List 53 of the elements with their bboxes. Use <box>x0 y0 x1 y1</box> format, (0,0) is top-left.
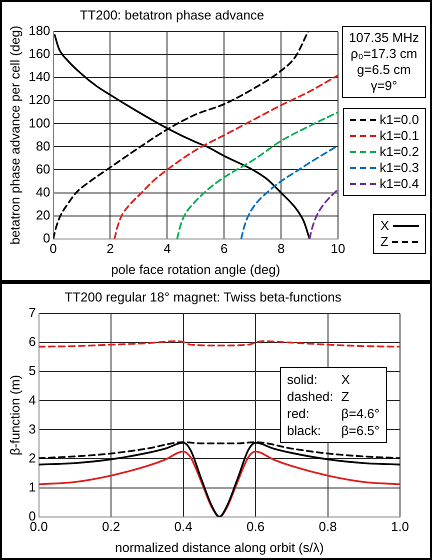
text: X <box>380 218 389 234</box>
y-tick-label: 60 <box>36 161 50 176</box>
text: 107.35 MHz <box>348 30 419 46</box>
x-tick-label: 2 <box>106 241 114 256</box>
x-tick-label: 4 <box>164 241 171 256</box>
y-tick-label: 0 <box>43 230 50 246</box>
x-tick-label: 8 <box>277 241 285 256</box>
y-tick-label: 1 <box>28 479 36 494</box>
x-tick-label: 0.4 <box>174 519 192 534</box>
x-tick-label: 0.8 <box>318 519 337 534</box>
y-tick-label: 5 <box>28 363 36 378</box>
y-axis-title: betatron phase advance per cell (deg) <box>7 26 22 245</box>
y-tick-label: 4 <box>28 392 36 408</box>
x-tick-label: 10 <box>330 241 346 256</box>
line-series <box>114 74 338 239</box>
y-tick-label: 120 <box>28 92 50 108</box>
text: g=6.5 cm <box>356 62 412 78</box>
chart-title: TT200: betatron phase advance <box>80 7 264 22</box>
legend-label: k1=0.1 <box>380 128 419 144</box>
y-axis-title: β-function (m) <box>7 374 22 456</box>
x-axis-title: pole face rotation angle (deg) <box>111 262 280 277</box>
y-tick-label: 160 <box>28 46 50 62</box>
y-tick-label: 6 <box>28 334 36 350</box>
text: black: β=6.5° <box>287 423 380 438</box>
x-tick-label: 0.6 <box>246 519 265 534</box>
y-tick-label: 80 <box>36 138 50 154</box>
y-tick-label: 180 <box>28 23 50 38</box>
y-tick-label: 100 <box>28 115 50 130</box>
legend-label: k1=0.0 <box>380 112 419 128</box>
legend-label: k1=0.2 <box>380 144 419 160</box>
y-tick-label: 2 <box>28 450 36 466</box>
chart-title: TT200 regular 18° magnet: Twiss beta-functions <box>64 289 342 304</box>
line-series <box>308 188 338 239</box>
text: Z <box>380 234 388 250</box>
y-tick-label: 7 <box>28 305 36 320</box>
y-tick-label: 40 <box>36 184 50 200</box>
y-tick-label: 3 <box>28 421 36 436</box>
x-tick-label: 0.2 <box>102 519 120 534</box>
text: γ=9° <box>370 78 398 94</box>
y-tick-label: 140 <box>28 69 50 84</box>
x-axis-title: normalized distance along orbit (s/λ) <box>115 540 324 555</box>
x-tick-label: 1.0 <box>390 519 410 534</box>
line-series <box>176 111 338 239</box>
line-series <box>240 144 338 239</box>
text: red: β=4.6° <box>287 406 380 421</box>
text: ρ₀=17.3 cm <box>350 46 418 62</box>
x-tick-label: 6 <box>220 241 228 256</box>
legend-label: k1=0.4 <box>380 176 419 192</box>
text: solid: X <box>287 372 350 387</box>
y-tick-label: 0 <box>28 508 36 524</box>
legend-label: k1=0.3 <box>380 160 419 176</box>
annotation: dashed: Z <box>287 388 350 405</box>
y-tick-label: 20 <box>36 207 50 222</box>
